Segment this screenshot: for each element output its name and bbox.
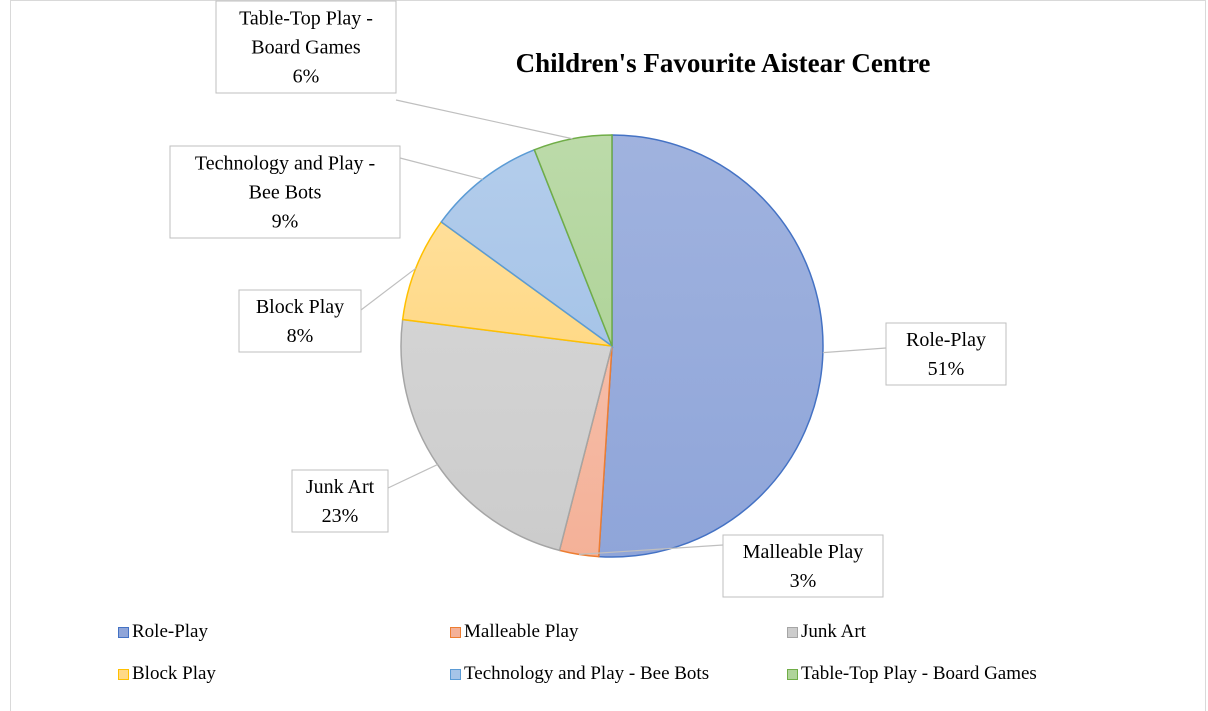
leader-line — [399, 157, 483, 180]
data-label-box — [215, 0, 397, 94]
legend-item: Malleable Play — [450, 621, 579, 643]
pie-slice-junk-art — [400, 318, 613, 552]
leader-line — [387, 464, 438, 489]
legend-swatch — [450, 626, 461, 638]
chart-frame: Children's Favourite Aistear Centre — [10, 0, 1206, 711]
data-label-text: Block Play — [256, 296, 344, 318]
legend-item: Table-Top Play - Board Games — [787, 663, 1037, 685]
pie-slice-table-top-play-board-games — [533, 134, 613, 347]
data-label-box — [885, 322, 1007, 386]
leader-line — [578, 544, 724, 556]
pie-slice-role-play — [597, 134, 824, 558]
legend-swatch — [118, 626, 129, 638]
data-label-box — [169, 145, 401, 239]
data-label-text: Technology and Play - — [195, 153, 375, 175]
legend-swatch — [450, 668, 461, 680]
legend-label: Block Play — [132, 663, 216, 684]
data-label-text: Junk Art — [306, 476, 375, 498]
legend-label: Malleable Play — [464, 621, 579, 642]
leader-line — [360, 267, 417, 311]
data-label-percent: 23% — [322, 505, 359, 527]
legend-swatch — [787, 668, 798, 680]
data-label-text: Bee Bots — [249, 182, 322, 204]
legend-swatch — [787, 626, 798, 638]
legend-label: Junk Art — [801, 621, 866, 642]
legend-item: Block Play — [118, 663, 216, 685]
data-label-box — [722, 534, 884, 598]
data-label-box — [238, 289, 362, 353]
leader-line — [395, 99, 573, 140]
data-label-percent: 6% — [293, 66, 320, 88]
legend-item: Role-Play — [118, 621, 208, 643]
data-label-percent: 51% — [928, 358, 965, 380]
data-label-percent: 8% — [287, 325, 314, 347]
legend-label: Role-Play — [132, 621, 208, 642]
data-label-box — [291, 469, 389, 533]
data-label-text: Table-Top Play - — [239, 8, 373, 30]
data-label-text: Malleable Play — [743, 541, 864, 563]
legend-item: Junk Art — [787, 621, 866, 643]
leader-line — [822, 347, 887, 354]
data-label-text: Board Games — [251, 37, 361, 59]
data-label-percent: 3% — [790, 570, 817, 592]
chart-title: Children's Favourite Aistear Centre — [515, 48, 931, 78]
legend-label: Technology and Play - Bee Bots — [464, 663, 710, 684]
pie-slice-block-play — [401, 220, 613, 347]
data-label-percent: 9% — [272, 211, 299, 233]
legend-item: Technology and Play - Bee Bots — [450, 663, 709, 685]
data-label-text: Role-Play — [906, 329, 986, 351]
legend-swatch — [118, 668, 129, 680]
legend-label: Table-Top Play - Board Games — [801, 663, 1037, 684]
